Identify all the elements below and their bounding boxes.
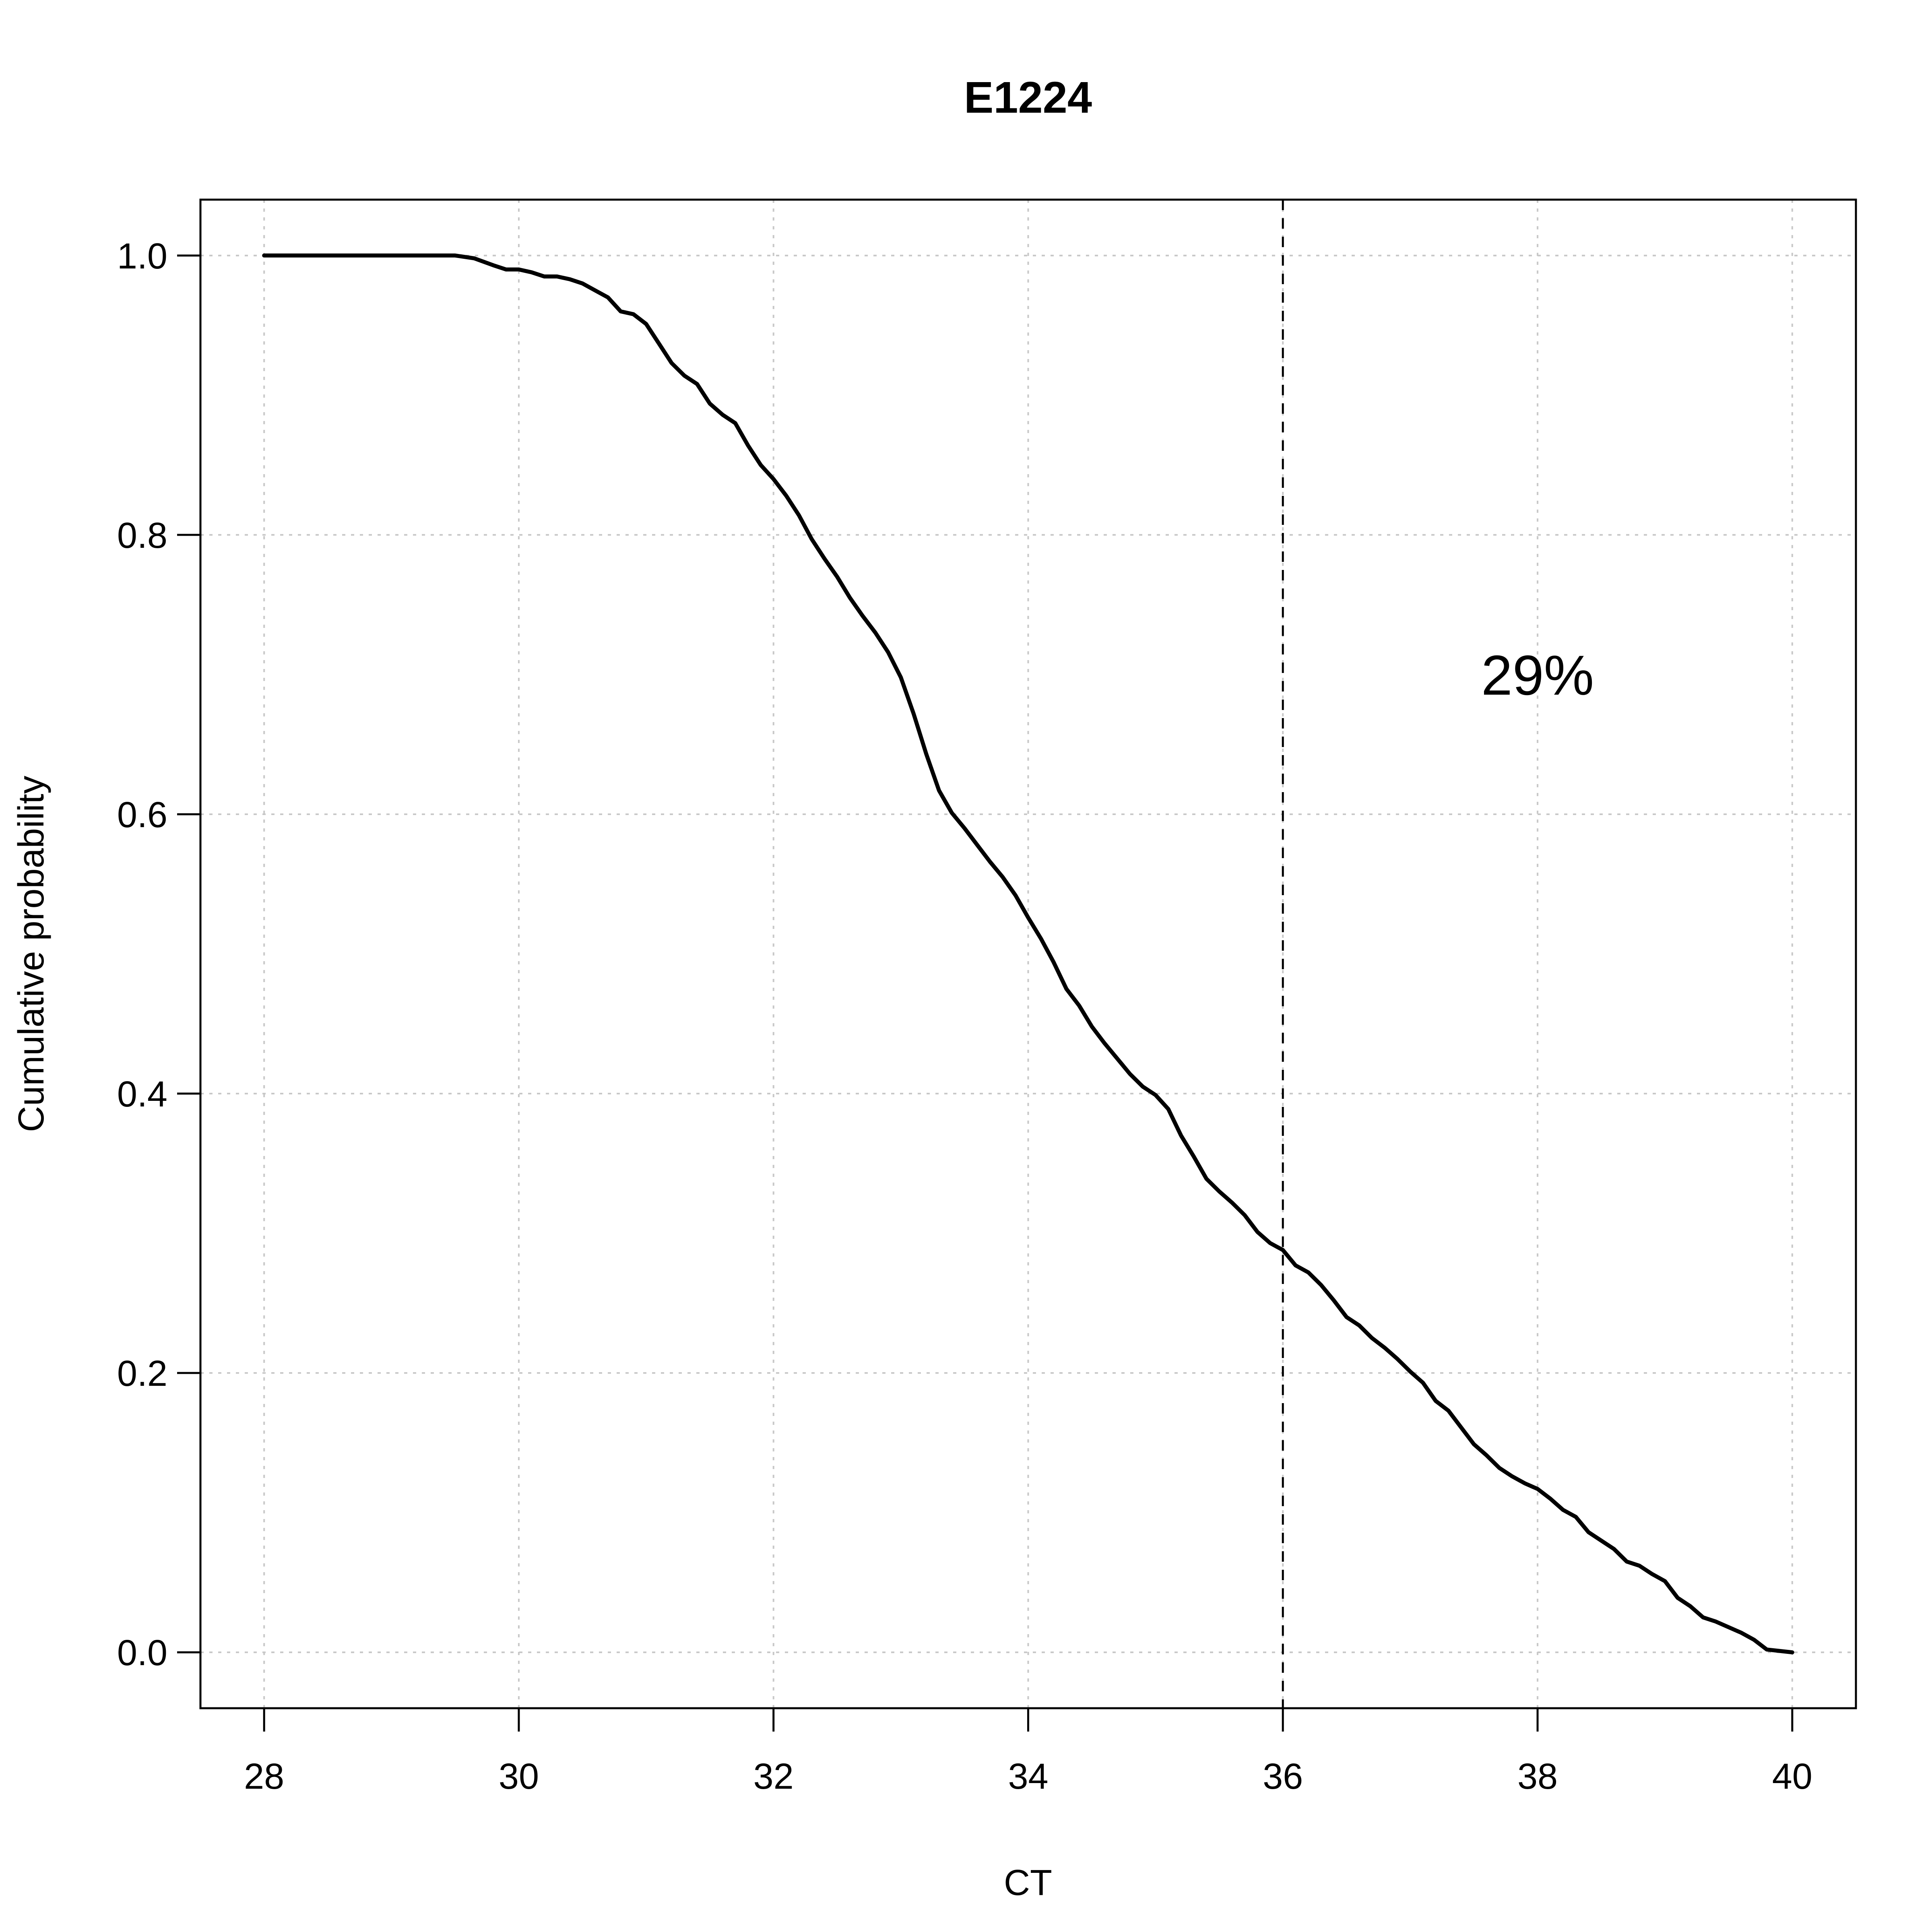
y-tick-label: 0.2 (117, 1354, 167, 1394)
y-tick-label: 0.8 (117, 516, 167, 556)
series-layer (262, 253, 1794, 1655)
x-tick-label: 40 (1772, 1757, 1812, 1797)
x-axis-label: CT (1004, 1863, 1052, 1903)
chart-title: E1224 (964, 73, 1092, 122)
y-tick-label: 0.6 (117, 795, 167, 835)
y-tick-label: 0.0 (117, 1633, 167, 1673)
x-tick-label: 34 (1008, 1757, 1048, 1797)
cumulative-curve (262, 253, 1794, 1655)
x-tick-label: 30 (499, 1757, 539, 1797)
x-tick-label: 32 (753, 1757, 794, 1797)
x-tick-label: 38 (1517, 1757, 1558, 1797)
grid (200, 200, 1856, 1708)
x-axis: 28 30 32 34 36 38 40 (244, 1708, 1812, 1797)
annotation-label: 29% (1481, 644, 1594, 707)
x-tick-label: 36 (1263, 1757, 1303, 1797)
y-tick-label: 1.0 (117, 236, 167, 277)
y-axis: 0.0 0.2 0.4 0.6 0.8 1.0 (117, 236, 200, 1673)
y-tick-label: 0.4 (117, 1074, 167, 1115)
x-tick-label: 28 (244, 1757, 284, 1797)
y-axis-label: Cumulative probability (11, 776, 52, 1132)
